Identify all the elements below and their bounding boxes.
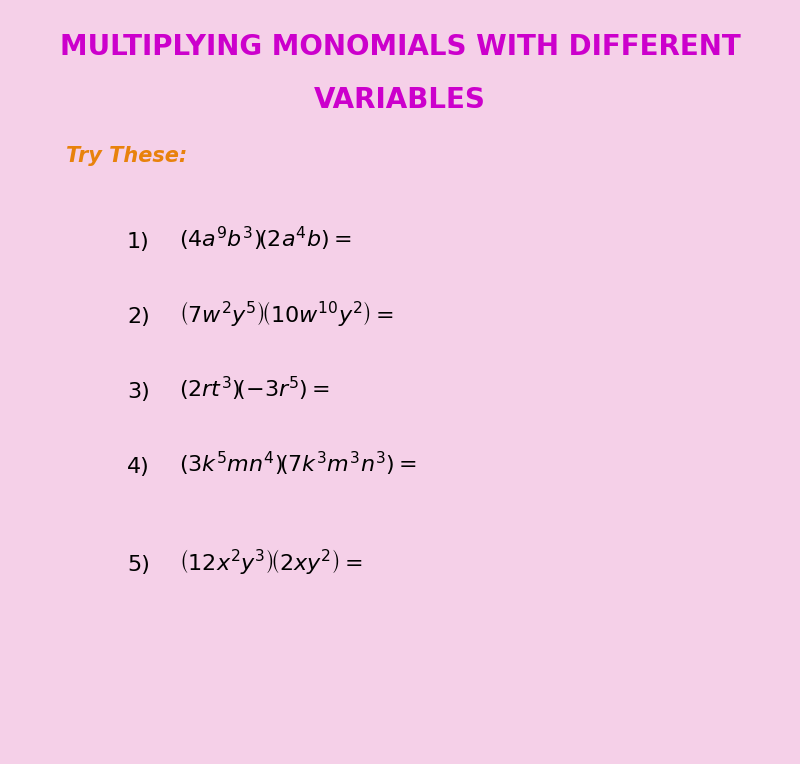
Text: $\left(12x^{2}y^{3}\right)\!\left(2xy^{2}\right)=$: $\left(12x^{2}y^{3}\right)\!\left(2xy^{2… [178, 547, 362, 576]
Text: $\left(4a^{9}b^{3}\right)\!\left(2a^{4}b\right)=$: $\left(4a^{9}b^{3}\right)\!\left(2a^{4}b… [178, 225, 351, 253]
Text: VARIABLES: VARIABLES [314, 86, 486, 114]
Text: 1): 1) [127, 232, 150, 252]
Text: MULTIPLYING MONOMIALS WITH DIFFERENT: MULTIPLYING MONOMIALS WITH DIFFERENT [60, 33, 740, 61]
Text: $\left(2rt^{3}\right)\!\left(-3r^{5}\right)=$: $\left(2rt^{3}\right)\!\left(-3r^{5}\rig… [178, 374, 330, 403]
Text: $\left(3k^{5}mn^{4}\right)\!\left(7k^{3}m^{3}n^{3}\right)=$: $\left(3k^{5}mn^{4}\right)\!\left(7k^{3}… [178, 449, 417, 478]
Text: $\left(7w^{2}y^{5}\right)\!\left(10w^{10}y^{2}\right)=$: $\left(7w^{2}y^{5}\right)\!\left(10w^{10… [178, 299, 394, 329]
Text: 4): 4) [127, 457, 150, 477]
Text: 3): 3) [127, 382, 150, 402]
Text: Try These:: Try These: [66, 146, 187, 166]
Text: 2): 2) [127, 307, 150, 327]
Text: 5): 5) [127, 555, 150, 575]
